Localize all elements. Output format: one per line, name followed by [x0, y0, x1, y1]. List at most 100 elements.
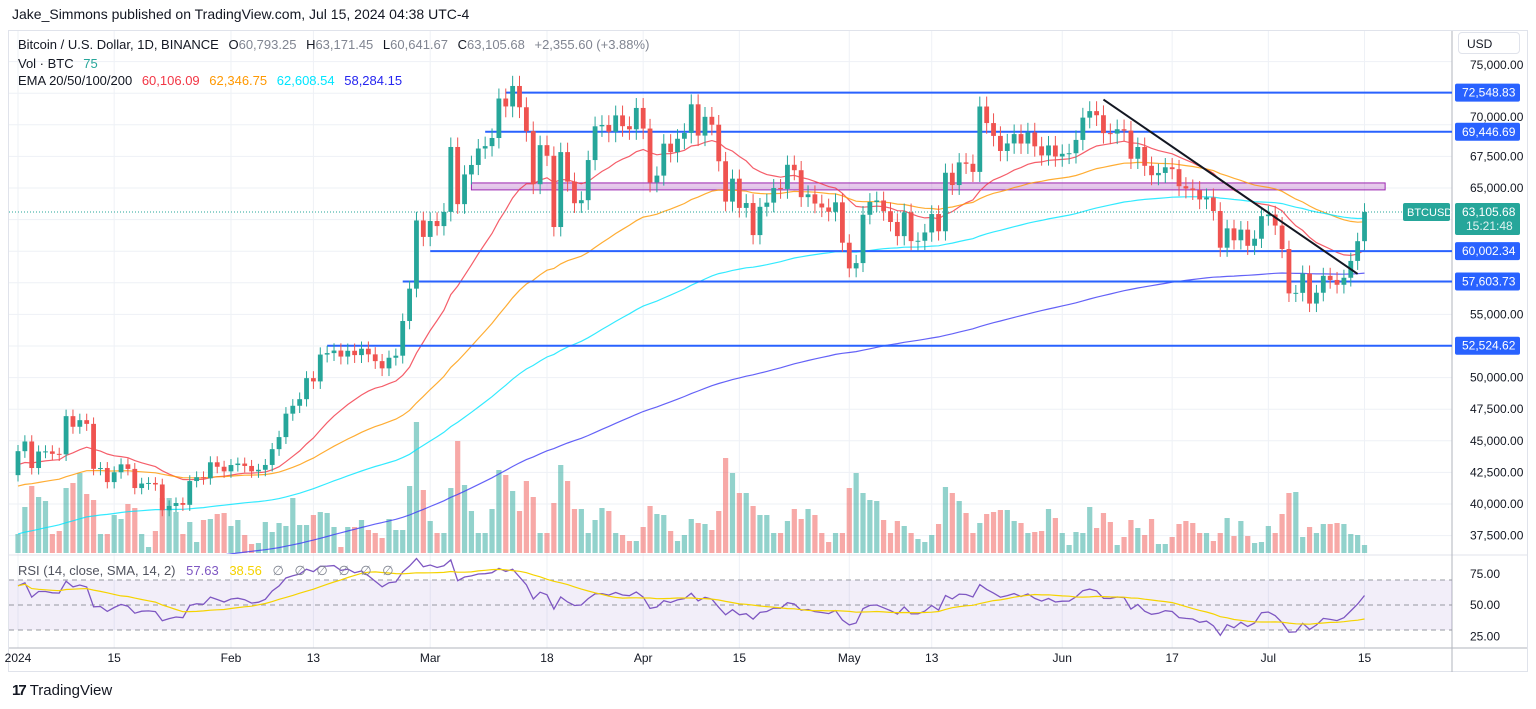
- volume-bar: [1155, 544, 1162, 553]
- price-axis-label: 45,000.00: [1470, 434, 1524, 448]
- volume-bar: [901, 526, 907, 553]
- ema200-value: 58,284.15: [344, 73, 403, 88]
- volume-bar: [1300, 537, 1306, 553]
- rsi-sma-value: 38.56: [229, 563, 262, 578]
- volume-bar: [1203, 533, 1210, 553]
- trendline[interactable]: [1102, 98, 1359, 275]
- time-axis-label: 15: [108, 651, 122, 665]
- candle-body: [1204, 197, 1209, 200]
- volume-bar: [1087, 507, 1093, 553]
- time-axis-label: 2024: [5, 651, 32, 665]
- volume-bar: [1327, 524, 1333, 553]
- volume-bar: [963, 513, 969, 553]
- candle-body: [111, 472, 117, 483]
- ema-label: EMA 20/50/100/200: [18, 73, 133, 88]
- candle-body: [908, 212, 914, 242]
- ema50-line: [17, 161, 1365, 487]
- price-axis-label: 67,500.00: [1470, 149, 1524, 163]
- candle-body: [1355, 241, 1361, 261]
- rsi-pane: [9, 557, 1452, 637]
- candle-body: [29, 441, 35, 469]
- resistance-zone[interactable]: [470, 182, 1386, 191]
- volume-bar: [180, 534, 186, 553]
- candle-body: [640, 107, 646, 129]
- candle-body: [592, 126, 598, 161]
- candle-body: [1025, 132, 1031, 144]
- candle-body: [881, 200, 887, 212]
- volume-bar: [200, 520, 207, 553]
- candle-body: [242, 463, 248, 466]
- level-price-label: 60,002.34: [1462, 244, 1516, 258]
- volume-bar: [860, 493, 866, 553]
- volume-bar: [1059, 533, 1065, 553]
- candle-body: [888, 211, 893, 222]
- volume-bar: [352, 527, 358, 553]
- level-price-tag: [1455, 272, 1520, 291]
- volume-bar: [420, 490, 426, 553]
- candle-body: [517, 85, 522, 108]
- volume-bar: [1286, 493, 1292, 553]
- candle-body: [798, 170, 804, 198]
- candle-body: [1320, 275, 1326, 293]
- candle-body: [585, 160, 591, 201]
- ema100-line: [17, 196, 1365, 535]
- rsi-label: RSI (14, close, SMA, 14, 2): [18, 563, 176, 578]
- volume-bar: [1348, 534, 1354, 553]
- volume-bar: [475, 533, 481, 553]
- symbol-title: Bitcoin / U.S. Dollar, 1D, BINANCE: [18, 37, 219, 52]
- time-axis-label: Feb: [221, 651, 242, 665]
- volume-bar: [695, 523, 701, 553]
- rsi-legend: RSI (14, close, SMA, 14, 2) 57.63 38.56 …: [18, 563, 401, 579]
- time-axis-label: 18: [540, 651, 554, 665]
- volume-bar: [510, 491, 516, 553]
- volume-bar: [523, 481, 529, 553]
- currency-button[interactable]: USD: [1458, 32, 1520, 54]
- candle-body: [1114, 129, 1120, 134]
- candle-body: [1245, 229, 1251, 246]
- candle-body: [235, 463, 241, 466]
- candle-body: [702, 116, 708, 136]
- price-axis-label: 47,500.00: [1470, 402, 1524, 416]
- candle-body: [207, 462, 213, 479]
- volume-bar: [331, 527, 337, 553]
- volume-bar: [283, 526, 289, 553]
- candle-body: [118, 464, 124, 473]
- volume-bar: [77, 473, 83, 553]
- time-axis-label: 13: [925, 651, 939, 665]
- volume-bar: [90, 500, 97, 553]
- volume-bar: [441, 533, 447, 553]
- volume-bar: [743, 493, 749, 553]
- resistance-zone-rect: [470, 182, 1386, 191]
- high-value: 63,171.45: [315, 37, 374, 52]
- volume-bar: [173, 512, 179, 553]
- volume-bar: [324, 513, 330, 553]
- candle-body: [1121, 129, 1127, 131]
- tradingview-logo[interactable]: 17 TradingView: [12, 682, 112, 699]
- candle-body: [77, 420, 83, 427]
- candle-body: [613, 115, 619, 132]
- volume-bar: [551, 503, 557, 553]
- volume-bar: [585, 533, 591, 553]
- volume-bar: [386, 519, 392, 553]
- candle-body: [1252, 238, 1257, 246]
- volume-bar: [269, 532, 275, 553]
- volume-bar: [819, 533, 825, 553]
- volume-bar: [1107, 522, 1113, 553]
- volume-bar: [49, 534, 55, 553]
- ema-lines: [17, 139, 1365, 554]
- candle-body: [228, 465, 234, 472]
- candle-body: [276, 437, 282, 450]
- na-value: ∅: [272, 563, 284, 578]
- tv-logo-icon: 17: [12, 682, 27, 699]
- volume-bar: [1293, 492, 1299, 553]
- candle-body: [1156, 172, 1161, 176]
- candle-body: [915, 240, 921, 242]
- candle-body: [1169, 167, 1175, 170]
- time-axis-label: Apr: [634, 651, 653, 665]
- volume-bar: [791, 509, 797, 553]
- candle-body: [853, 263, 859, 269]
- volume-bar: [1004, 510, 1010, 553]
- volume-bar: [132, 508, 138, 553]
- volume-bar: [1032, 532, 1038, 553]
